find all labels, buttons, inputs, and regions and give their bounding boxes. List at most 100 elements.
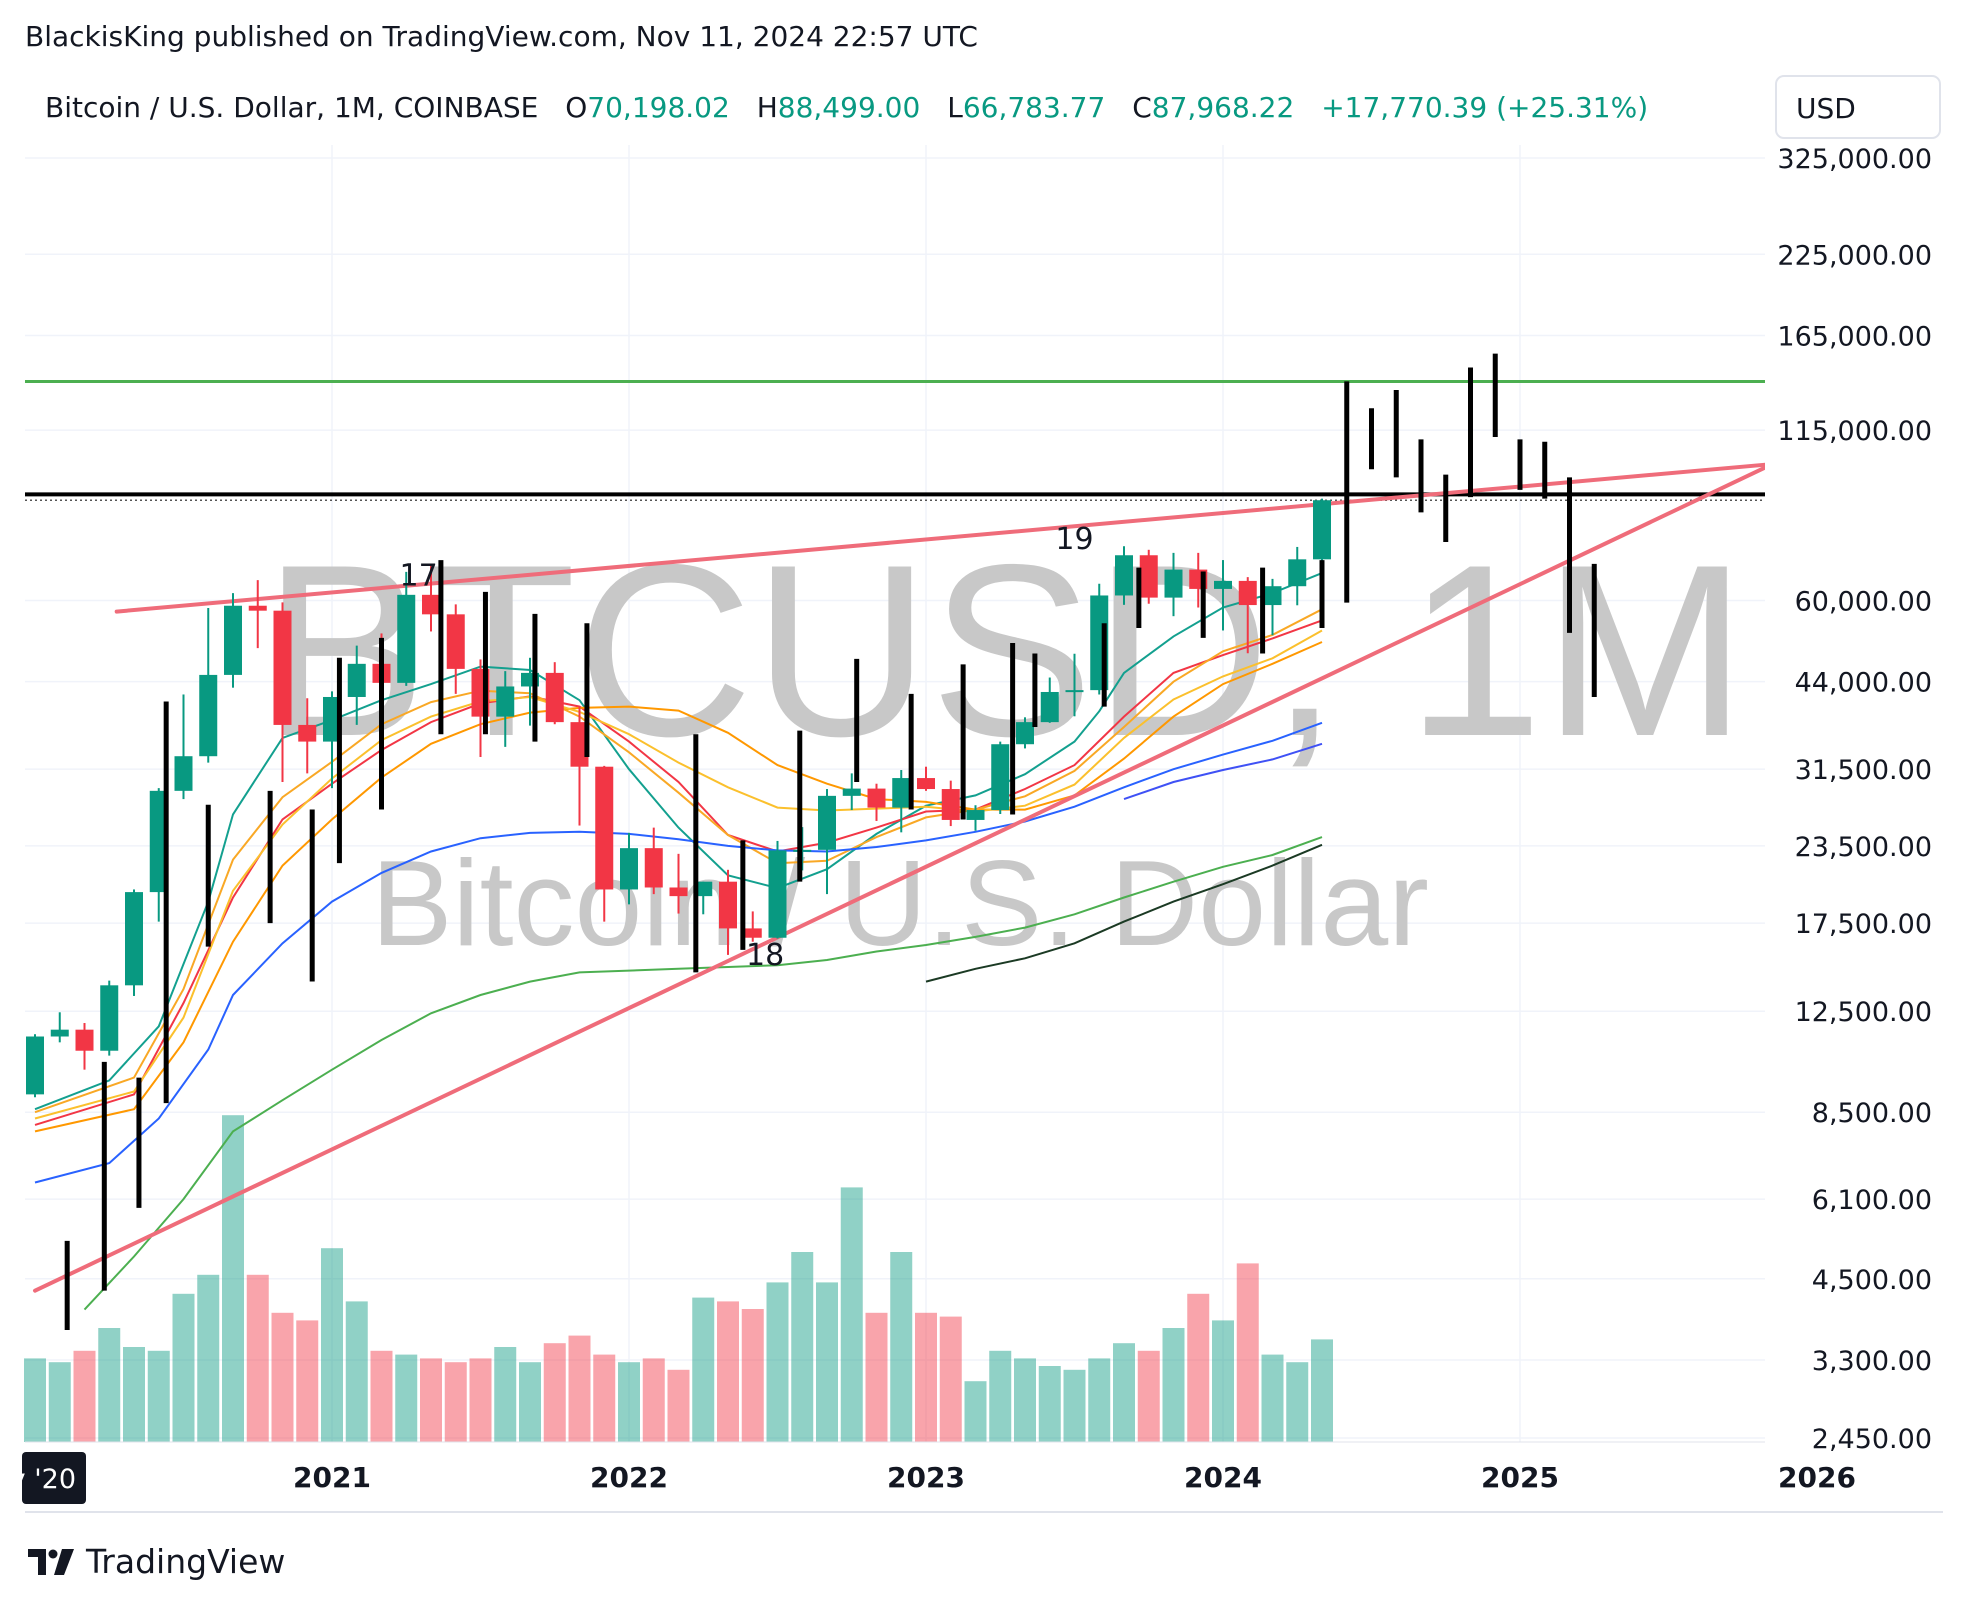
price-tick-label: 325,000.00 (1777, 144, 1932, 175)
price-tick-label: 6,100.00 (1812, 1185, 1932, 1216)
candle-body (496, 686, 515, 717)
time-tick-label: 2021 (293, 1461, 371, 1494)
candle-body (570, 722, 589, 767)
volume-bar (915, 1312, 937, 1442)
price-tick-label: 23,500.00 (1795, 832, 1932, 863)
legend-c-label: C (1132, 91, 1152, 124)
currency-button[interactable]: USD (1775, 75, 1941, 139)
price-tick-label: 4,500.00 (1812, 1265, 1932, 1296)
volume-bar (1162, 1328, 1185, 1442)
candle-body (1313, 500, 1331, 560)
volume-bar (98, 1328, 121, 1442)
candle-body (1288, 559, 1307, 587)
tradingview-wordmark: TradingView (86, 1542, 286, 1581)
watermark-symbol: BTCUSD, 1M (263, 513, 1747, 787)
candle-body (199, 674, 218, 757)
candles (26, 498, 1331, 1098)
price-tick-label: 60,000.00 (1795, 586, 1932, 617)
legend-o-value: 70,198.02 (587, 91, 730, 124)
volume-bar (172, 1293, 195, 1442)
candle-body (867, 788, 886, 808)
legend-l-label: L (947, 91, 963, 124)
candle-body (595, 766, 614, 890)
candle-body (397, 594, 416, 683)
volume-bar (568, 1335, 591, 1442)
grid (25, 145, 1818, 1442)
legend-l-value: 66,783.77 (963, 91, 1106, 124)
legend-h-value: 88,499.00 (778, 91, 921, 124)
candle-body (1238, 580, 1257, 606)
candle-body (248, 605, 267, 611)
volume-bar (964, 1381, 987, 1442)
volume-bar (989, 1350, 1012, 1442)
time-tick-label: 2025 (1481, 1461, 1559, 1494)
volume-bar (469, 1358, 492, 1442)
candle-body (818, 795, 836, 850)
volume-bar (766, 1282, 789, 1442)
volume-bar (1088, 1358, 1111, 1442)
time-axis[interactable]: 2021 2022 2023 2024 2025 2026 y '20 (10, 1452, 1856, 1504)
time-tick-label: 2026 (1778, 1461, 1856, 1494)
price-axis[interactable]: 325,000.00 225,000.00 165,000.00 115,000.00… (1777, 144, 1932, 1455)
ma-teal (34, 572, 1323, 1111)
candle-body (1040, 691, 1059, 723)
currency-label[interactable]: USD (1796, 92, 1856, 125)
candle-body (347, 663, 366, 697)
volume-bar (246, 1274, 269, 1442)
volume-bar (890, 1252, 913, 1442)
volume-bar (370, 1350, 393, 1442)
candle-body (422, 594, 440, 615)
volume-bar (321, 1248, 343, 1442)
candle-body (719, 881, 737, 929)
candle-body (545, 672, 564, 723)
horizontal-levels: 138,444.6789,938.6387,968.22 (25, 359, 1945, 523)
volume-bar (271, 1312, 294, 1442)
ma-green (83, 836, 1323, 1311)
volume-bar (73, 1350, 96, 1442)
annotations: 17 19 18 (400, 522, 1094, 973)
volume-bar (123, 1347, 145, 1442)
volume-bar (1286, 1362, 1309, 1442)
price-tick-label: 31,500.00 (1795, 755, 1932, 786)
tradingview-brand[interactable]: TradingView (28, 1542, 285, 1581)
candle-body (273, 610, 292, 725)
price-tick-label: 44,000.00 (1795, 668, 1932, 699)
candle-body (892, 778, 911, 808)
candle-body (298, 724, 317, 742)
trend-lines (33, 462, 1775, 1293)
legend-change: +17,770.39 (+25.31%) (1321, 91, 1648, 124)
price-tick-label: 2,450.00 (1812, 1424, 1932, 1455)
candle-body (224, 605, 242, 675)
volume-bar (1236, 1263, 1259, 1442)
volume-bar (816, 1282, 838, 1442)
volume-bar (1212, 1320, 1234, 1442)
volume-bars (24, 1115, 1333, 1442)
moving-averages (34, 572, 1323, 1311)
volume-bar (1063, 1369, 1086, 1442)
volume-bar (296, 1320, 319, 1442)
price-tick-label: 8,500.00 (1812, 1098, 1932, 1129)
volume-bar (519, 1362, 541, 1442)
volume-bar (667, 1369, 690, 1442)
volume-bar (494, 1347, 517, 1442)
candle-body (1065, 690, 1084, 693)
time-cursor-badge (22, 1452, 86, 1504)
candle-body (125, 892, 143, 986)
candle-body (174, 756, 193, 791)
volume-bar (692, 1297, 715, 1442)
candle-body (941, 789, 960, 820)
projection-bars (64, 353, 1597, 1331)
candle-body (50, 1029, 69, 1037)
candle-body (1016, 722, 1034, 745)
annotation-label: 19 (1055, 522, 1093, 557)
volume-bar (345, 1301, 368, 1442)
price-tick-label: 225,000.00 (1777, 240, 1932, 271)
volume-bar (222, 1115, 244, 1442)
volume-bar (717, 1301, 739, 1442)
legend-h-label: H (757, 91, 778, 124)
time-tick-label: 2022 (590, 1461, 668, 1494)
volume-bar (791, 1252, 814, 1442)
price-tick-label: 17,500.00 (1795, 909, 1932, 940)
legend-symbol: Bitcoin / U.S. Dollar, 1M, COINBASE (45, 91, 538, 124)
